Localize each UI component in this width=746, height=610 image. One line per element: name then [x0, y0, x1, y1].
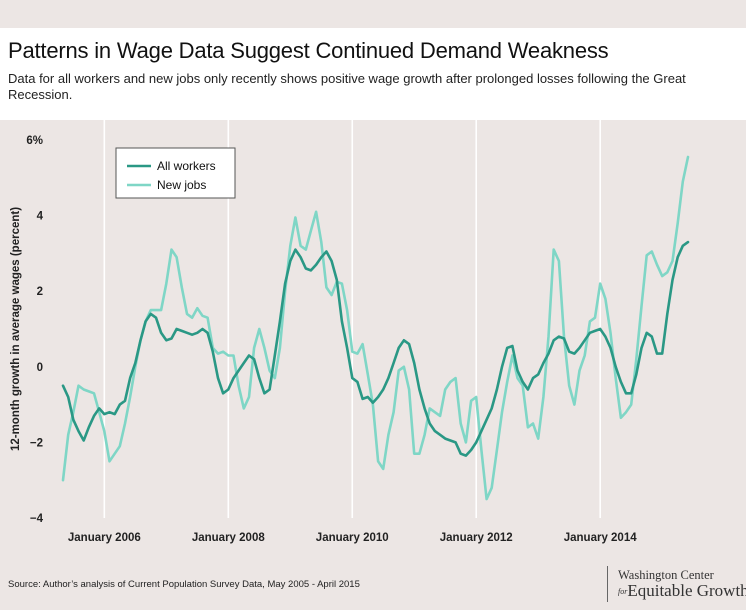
- legend: All workers New jobs: [115, 147, 236, 199]
- legend-label-new-jobs: New jobs: [157, 178, 206, 192]
- legend-label-all-workers: All workers: [157, 159, 216, 173]
- source-note: Source: Author’s analysis of Current Pop…: [8, 579, 360, 590]
- logo-line1: Washington Center: [618, 568, 714, 582]
- chart-area: January 2006 January 2008 January 2010 Janu…: [0, 120, 746, 560]
- y-tick-label: −4: [30, 513, 44, 525]
- y-tick-label: 4: [37, 211, 44, 223]
- series-line-new-jobs: [61, 155, 690, 501]
- y-axis-label: 12-month growth in average wages (percen…: [10, 207, 22, 451]
- x-tick-label: January 2012: [440, 532, 513, 544]
- y-tick-label: 2: [37, 286, 43, 298]
- y-tick-label: 0: [37, 362, 43, 374]
- x-tick-label: January 2010: [316, 532, 389, 544]
- logo-line2-text: Equitable Growth: [627, 581, 746, 600]
- line-layer: [61, 155, 690, 501]
- legend-box: [115, 147, 236, 199]
- chart-title: Patterns in Wage Data Suggest Continued …: [8, 38, 609, 63]
- x-tick-label: January 2014: [564, 532, 637, 544]
- axis-layer: January 2006 January 2008 January 2010 Janu…: [10, 135, 637, 544]
- x-tick-label: January 2006: [68, 532, 141, 544]
- x-tick-label: January 2008: [192, 532, 265, 544]
- y-tick-label: 6%: [26, 135, 43, 147]
- line-chart: January 2006 January 2008 January 2010 Janu…: [10, 120, 690, 544]
- series-line-all-workers: [61, 240, 690, 457]
- y-tick-label: −2: [30, 437, 43, 449]
- chart-subtitle: Data for all workers and new jobs only r…: [8, 71, 686, 102]
- logo-line2: forEquitable Growth: [618, 582, 746, 601]
- logo: Washington Center forEquitable Growth: [607, 566, 746, 602]
- logo-for: for: [618, 587, 628, 597]
- header-band: Patterns in Wage Data Suggest Continued …: [0, 28, 746, 120]
